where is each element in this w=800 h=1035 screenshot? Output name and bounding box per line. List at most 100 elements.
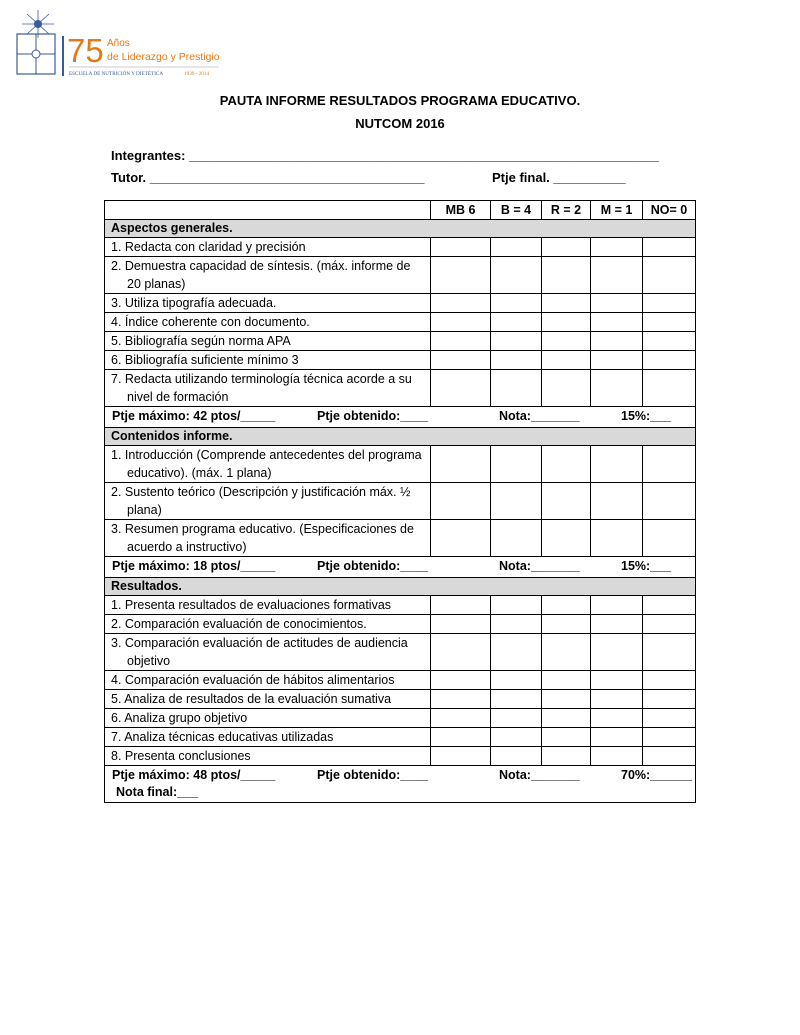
score-cell-3[interactable] [590,238,642,256]
score-cell-4[interactable] [642,634,695,670]
score-cell-0[interactable] [430,238,490,256]
summary-max[interactable]: Ptje máximo: 48 ptos/_____ [112,768,276,782]
score-cell-3[interactable] [590,483,642,519]
score-cell-0[interactable] [430,615,490,633]
score-cell-0[interactable] [430,728,490,746]
score-cell-4[interactable] [642,747,695,765]
score-cell-4[interactable] [642,446,695,482]
score-cell-2[interactable] [541,257,590,293]
score-cell-0[interactable] [430,294,490,312]
score-cell-4[interactable] [642,596,695,614]
score-cell-2[interactable] [541,238,590,256]
score-cell-3[interactable] [590,596,642,614]
score-cell-0[interactable] [430,351,490,369]
score-cell-0[interactable] [430,446,490,482]
score-cell-0[interactable] [430,709,490,727]
score-cell-4[interactable] [642,671,695,689]
score-cell-0[interactable] [430,257,490,293]
score-cell-0[interactable] [430,690,490,708]
score-cell-4[interactable] [642,728,695,746]
score-cell-3[interactable] [590,370,642,406]
summary-obtenido[interactable]: Ptje obtenido:____ [317,409,429,423]
score-cell-3[interactable] [590,446,642,482]
score-cell-4[interactable] [642,294,695,312]
score-cell-1[interactable] [490,257,541,293]
score-cell-4[interactable] [642,313,695,331]
summary-obtenido[interactable]: Ptje obtenido:____ [317,768,429,782]
score-cell-2[interactable] [541,446,590,482]
summary-nota[interactable]: Nota:_______ [499,409,580,423]
score-cell-3[interactable] [590,615,642,633]
score-cell-3[interactable] [590,634,642,670]
score-cell-1[interactable] [490,634,541,670]
score-cell-1[interactable] [490,332,541,350]
score-cell-2[interactable] [541,313,590,331]
summary-max[interactable]: Ptje máximo: 18 ptos/_____ [112,559,276,573]
summary-pct[interactable]: 15%:___ [621,409,672,423]
score-cell-3[interactable] [590,709,642,727]
summary-obtenido[interactable]: Ptje obtenido:____ [317,559,429,573]
score-cell-4[interactable] [642,238,695,256]
score-cell-4[interactable] [642,690,695,708]
score-cell-1[interactable] [490,690,541,708]
score-cell-4[interactable] [642,709,695,727]
score-cell-1[interactable] [490,483,541,519]
score-cell-2[interactable] [541,294,590,312]
summary-pct[interactable]: 15%:___ [621,559,672,573]
score-cell-0[interactable] [430,747,490,765]
score-cell-1[interactable] [490,615,541,633]
score-cell-1[interactable] [490,596,541,614]
score-cell-0[interactable] [430,313,490,331]
score-cell-2[interactable] [541,690,590,708]
score-cell-1[interactable] [490,370,541,406]
score-cell-3[interactable] [590,520,642,556]
integrantes-field[interactable]: Integrantes: ___________________________… [111,148,659,163]
score-cell-1[interactable] [490,294,541,312]
score-cell-3[interactable] [590,747,642,765]
summary-max[interactable]: Ptje máximo: 42 ptos/_____ [112,409,276,423]
score-cell-4[interactable] [642,332,695,350]
score-cell-2[interactable] [541,483,590,519]
score-cell-4[interactable] [642,370,695,406]
score-cell-2[interactable] [541,332,590,350]
summary-nota[interactable]: Nota:_______ [499,559,580,573]
score-cell-2[interactable] [541,615,590,633]
score-cell-2[interactable] [541,370,590,406]
score-cell-3[interactable] [590,351,642,369]
score-cell-2[interactable] [541,520,590,556]
score-cell-2[interactable] [541,596,590,614]
score-cell-3[interactable] [590,294,642,312]
score-cell-1[interactable] [490,671,541,689]
score-cell-2[interactable] [541,747,590,765]
score-cell-0[interactable] [430,596,490,614]
score-cell-3[interactable] [590,690,642,708]
summary-nota[interactable]: Nota:_______ [499,768,580,782]
tutor-field[interactable]: Tutor. _________________________________… [111,170,425,185]
score-cell-4[interactable] [642,351,695,369]
score-cell-3[interactable] [590,332,642,350]
score-cell-1[interactable] [490,520,541,556]
score-cell-0[interactable] [430,520,490,556]
score-cell-1[interactable] [490,728,541,746]
score-cell-0[interactable] [430,671,490,689]
score-cell-2[interactable] [541,709,590,727]
score-cell-0[interactable] [430,370,490,406]
score-cell-4[interactable] [642,520,695,556]
score-cell-0[interactable] [430,332,490,350]
score-cell-2[interactable] [541,634,590,670]
summary-nota-final[interactable]: Nota final:___ [116,785,198,799]
score-cell-3[interactable] [590,257,642,293]
score-cell-1[interactable] [490,238,541,256]
score-cell-1[interactable] [490,351,541,369]
score-cell-1[interactable] [490,446,541,482]
score-cell-2[interactable] [541,671,590,689]
score-cell-1[interactable] [490,747,541,765]
summary-pct[interactable]: 70%:______ [621,768,692,782]
score-cell-0[interactable] [430,483,490,519]
score-cell-0[interactable] [430,634,490,670]
score-cell-1[interactable] [490,313,541,331]
score-cell-3[interactable] [590,313,642,331]
score-cell-4[interactable] [642,257,695,293]
score-cell-4[interactable] [642,615,695,633]
score-cell-1[interactable] [490,709,541,727]
